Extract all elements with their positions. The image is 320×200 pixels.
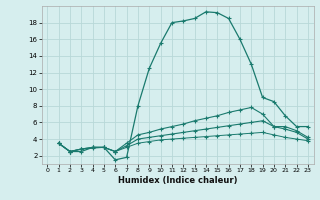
X-axis label: Humidex (Indice chaleur): Humidex (Indice chaleur)	[118, 176, 237, 185]
